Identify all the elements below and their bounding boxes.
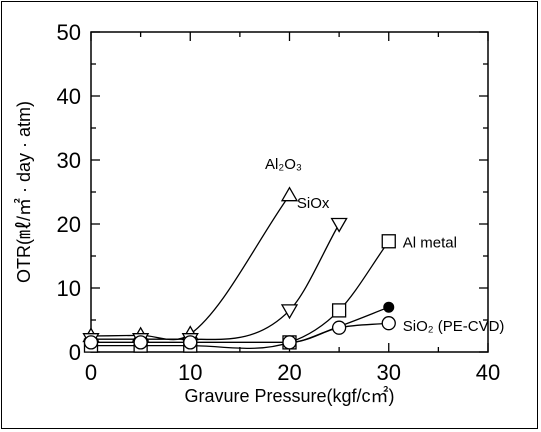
x-tick-label: 20	[277, 360, 301, 385]
y-tick-label: 40	[57, 84, 81, 109]
circle-marker	[381, 316, 396, 331]
filled-circle-marker	[383, 301, 395, 313]
circle-marker	[282, 335, 297, 350]
square-marker	[331, 303, 347, 318]
x-tick-label: 40	[476, 360, 500, 385]
circle-marker	[183, 335, 198, 350]
series-annotation: Al₂O₃	[265, 156, 302, 173]
x-tick-label: 0	[85, 360, 97, 385]
series-line	[90, 194, 291, 341]
y-tick-label: 50	[57, 20, 81, 45]
triangle-up-marker	[280, 186, 299, 202]
series-annotation: SiOx	[297, 195, 330, 212]
series-line	[90, 223, 340, 341]
x-tick-label: 10	[178, 360, 202, 385]
y-tick-label: 10	[57, 276, 81, 301]
series-annotations: Al₂O₃ SiOx Al metal SiO₂ (PE-CVD)	[265, 156, 504, 335]
triangle-down-marker	[280, 304, 299, 320]
series-annotation: Al metal	[403, 234, 457, 251]
circle-marker	[331, 320, 347, 335]
tick-labels: 0 10 20 30 40 0 10 20 30 40 50	[57, 20, 501, 385]
x-axis-label: Gravure Pressure(kgf/c㎡)	[184, 385, 394, 406]
y-tick-label: 30	[57, 148, 81, 173]
series-annotation: SiO₂ (PE-CVD)	[403, 318, 505, 335]
series-markers	[82, 186, 396, 353]
triangle-down-marker	[330, 217, 348, 233]
y-tick-label: 0	[69, 340, 81, 365]
circle-marker	[83, 335, 99, 350]
circle-marker	[133, 335, 148, 350]
x-tick-label: 30	[377, 360, 401, 385]
square-marker	[381, 234, 396, 249]
y-axis-label: OTR(㎖/㎡ · day · atm)	[13, 101, 34, 283]
y-tick-label: 20	[57, 212, 81, 237]
